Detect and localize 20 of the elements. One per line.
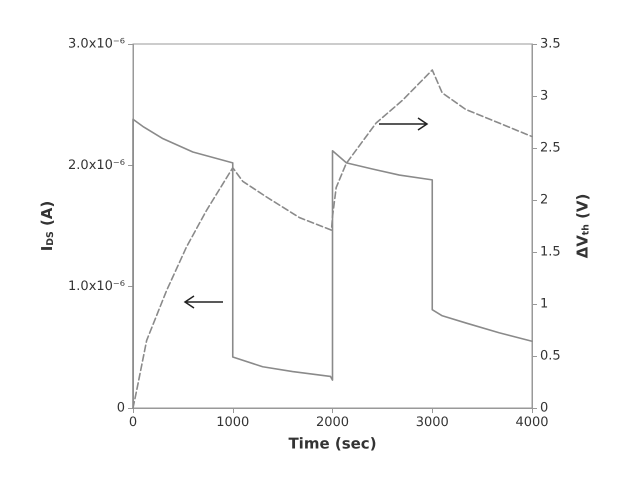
x-tick-label: 2000 (316, 415, 350, 430)
x-tick-label: 0 (128, 415, 138, 430)
y-tick-label: 3.0x10⁻⁶ (68, 36, 125, 52)
y2-tick-label: 0.5 (540, 348, 561, 364)
x-axis-title: Time (sec) (288, 434, 377, 452)
y2-tick-label: 1.5 (540, 244, 561, 260)
y2-tick-label: 2.5 (540, 140, 561, 156)
y2-tick-label: 3.5 (540, 36, 561, 52)
y2-tick-label: 1 (540, 296, 548, 312)
x-tick-label: 3000 (416, 415, 449, 430)
x-tick-label: 1000 (216, 415, 250, 430)
y-axis-title: IDS (A) (38, 200, 56, 252)
y2-tick-label: 2 (540, 192, 548, 208)
y2-axis-title: ΔVth (V) (573, 194, 592, 258)
y-tick-label: 2.0x10⁻⁶ (68, 158, 125, 173)
y2-tick-label: 3 (540, 88, 548, 104)
y2-tick-label: 0 (540, 400, 548, 416)
y-tick-label: 1.0x10⁻⁶ (68, 279, 125, 294)
x-tick-label: 4000 (515, 415, 549, 430)
y-tick-label: 0 (116, 400, 125, 416)
